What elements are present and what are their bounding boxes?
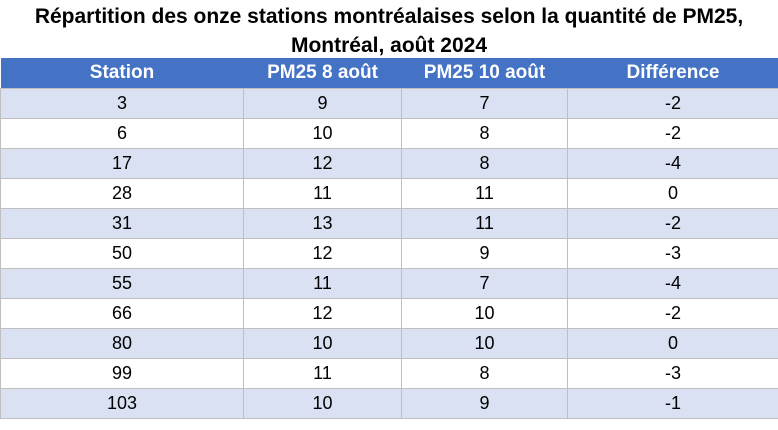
cell-difference: 0 xyxy=(567,328,778,359)
cell-difference: -2 xyxy=(567,88,778,119)
table-row: 66 12 10 -2 xyxy=(0,298,778,329)
cell-difference: -2 xyxy=(567,118,778,149)
cell-pm25-aug-8: 11 xyxy=(243,178,402,209)
cell-difference: 0 xyxy=(567,178,778,209)
cell-pm25-aug-8: 9 xyxy=(243,88,402,119)
table-row: 17 12 8 -4 xyxy=(0,148,778,179)
cell-pm25-aug-8: 11 xyxy=(243,358,402,389)
cell-station: 50 xyxy=(0,238,244,269)
cell-station: 3 xyxy=(0,88,244,119)
cell-difference: -1 xyxy=(567,388,778,419)
title-line-2: Montréal, août 2024 xyxy=(290,34,488,57)
cell-pm25-aug-8: 12 xyxy=(243,238,402,269)
table-row: 50 12 9 -3 xyxy=(0,238,778,269)
cell-pm25-aug-10: 9 xyxy=(401,238,568,269)
cell-difference: -4 xyxy=(567,148,778,179)
cell-pm25-aug-10: 7 xyxy=(401,88,568,119)
cell-pm25-aug-8: 10 xyxy=(243,118,402,149)
table-title: Répartition des onze stations montréalai… xyxy=(0,0,778,58)
title-line-1: Répartition des onze stations montréalai… xyxy=(34,5,744,28)
cell-pm25-aug-8: 12 xyxy=(243,298,402,329)
cell-pm25-aug-10: 9 xyxy=(401,388,568,419)
cell-pm25-aug-8: 12 xyxy=(243,148,402,179)
cell-difference: -4 xyxy=(567,268,778,299)
table-row: 6 10 8 -2 xyxy=(0,118,778,149)
cell-pm25-aug-10: 8 xyxy=(401,148,568,179)
table-row: 28 11 11 0 xyxy=(0,178,778,209)
cell-pm25-aug-8: 13 xyxy=(243,208,402,239)
cell-pm25-aug-8: 10 xyxy=(243,388,402,419)
header-pm25-aug-10: PM25 10 août xyxy=(401,58,568,89)
cell-pm25-aug-10: 7 xyxy=(401,268,568,299)
cell-difference: -3 xyxy=(567,238,778,269)
cell-station: 80 xyxy=(0,328,244,359)
table-row: 3 9 7 -2 xyxy=(0,88,778,119)
cell-station: 17 xyxy=(0,148,244,179)
table-row: 99 11 8 -3 xyxy=(0,358,778,389)
cell-pm25-aug-10: 10 xyxy=(401,328,568,359)
table-row: 31 13 11 -2 xyxy=(0,208,778,239)
cell-pm25-aug-10: 8 xyxy=(401,358,568,389)
table-row: 103 10 9 -1 xyxy=(0,388,778,419)
cell-difference: -3 xyxy=(567,358,778,389)
cell-pm25-aug-10: 11 xyxy=(401,178,568,209)
header-row: Station PM25 8 août PM25 10 août Différe… xyxy=(0,58,778,89)
cell-station: 55 xyxy=(0,268,244,299)
cell-pm25-aug-10: 11 xyxy=(401,208,568,239)
cell-pm25-aug-8: 10 xyxy=(243,328,402,359)
table-row: 80 10 10 0 xyxy=(0,328,778,359)
cell-station: 103 xyxy=(0,388,244,419)
cell-station: 6 xyxy=(0,118,244,149)
cell-pm25-aug-10: 10 xyxy=(401,298,568,329)
header-difference: Différence xyxy=(567,58,778,89)
cell-difference: -2 xyxy=(567,208,778,239)
header-station: Station xyxy=(0,58,244,89)
cell-pm25-aug-8: 11 xyxy=(243,268,402,299)
cell-station: 66 xyxy=(0,298,244,329)
cell-station: 31 xyxy=(0,208,244,239)
cell-station: 99 xyxy=(0,358,244,389)
pm25-table: Station PM25 8 août PM25 10 août Différe… xyxy=(0,58,778,419)
cell-station: 28 xyxy=(0,178,244,209)
header-pm25-aug-8: PM25 8 août xyxy=(243,58,402,89)
cell-difference: -2 xyxy=(567,298,778,329)
cell-pm25-aug-10: 8 xyxy=(401,118,568,149)
table-row: 55 11 7 -4 xyxy=(0,268,778,299)
